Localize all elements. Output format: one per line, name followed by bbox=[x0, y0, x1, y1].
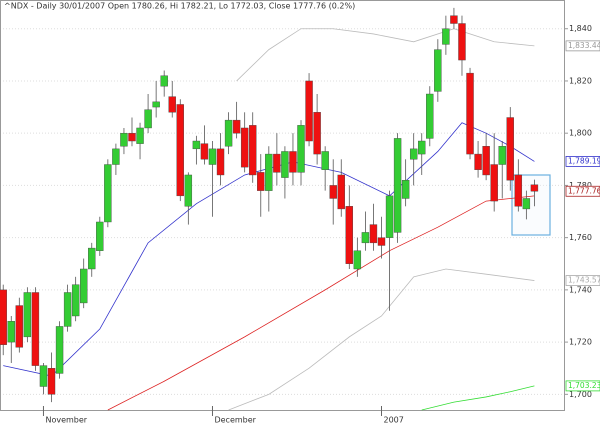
candle-body bbox=[208, 148, 217, 165]
candle-body bbox=[184, 174, 193, 207]
y-tick-label: 1,740 bbox=[569, 285, 592, 294]
candle-body bbox=[31, 292, 40, 366]
candle-body bbox=[506, 117, 514, 181]
candle-body bbox=[289, 151, 297, 173]
price-label-box bbox=[565, 185, 600, 197]
candle-body bbox=[144, 109, 152, 129]
candle-body bbox=[200, 143, 209, 160]
candle-body bbox=[418, 140, 426, 155]
candle-body bbox=[361, 232, 370, 244]
candle-body bbox=[232, 119, 241, 134]
y-tick-label: 1,780 bbox=[569, 181, 592, 190]
candle-body bbox=[466, 72, 474, 155]
candle-body bbox=[160, 75, 168, 87]
candle-body bbox=[128, 132, 136, 142]
candle-body bbox=[401, 179, 410, 199]
candle-body bbox=[0, 289, 7, 345]
candle-body bbox=[345, 206, 354, 264]
candle-body bbox=[80, 268, 88, 304]
indicator-line bbox=[236, 28, 535, 82]
candle-body bbox=[265, 153, 273, 191]
indicator-line bbox=[3, 122, 535, 377]
y-tick-label: 1,820 bbox=[569, 76, 592, 85]
price-label: 1,833.44 bbox=[568, 41, 600, 50]
candle-body bbox=[192, 140, 201, 150]
price-label: 1,703.23 bbox=[568, 381, 600, 390]
candle-body bbox=[329, 185, 337, 199]
x-tick-label: December bbox=[214, 416, 256, 425]
candle-body bbox=[39, 365, 48, 387]
candle-body bbox=[297, 125, 305, 173]
y-tick-label: 1,720 bbox=[569, 338, 592, 347]
candle-body bbox=[23, 292, 32, 338]
candle-body bbox=[216, 148, 225, 176]
plot-frame bbox=[0, 0, 565, 411]
candle-body bbox=[136, 127, 144, 144]
candle-body bbox=[353, 250, 362, 270]
indicator-line bbox=[107, 195, 535, 411]
candle-body bbox=[55, 326, 64, 374]
candle-body bbox=[385, 195, 394, 238]
candle-body bbox=[88, 247, 96, 270]
candle-body bbox=[530, 184, 539, 192]
chart-title: ^NDX - Daily 30/01/2007 Open 1780.26, Hi… bbox=[4, 2, 355, 11]
price-label: 1,777.76 bbox=[568, 186, 600, 195]
y-tick-label: 1,800 bbox=[569, 129, 592, 138]
candle-body bbox=[273, 153, 281, 173]
candle-body bbox=[257, 172, 265, 191]
candle-body bbox=[96, 221, 104, 251]
candle-body bbox=[490, 164, 498, 202]
x-tick-label: November bbox=[45, 416, 87, 425]
candle-body bbox=[313, 112, 321, 155]
candle-body bbox=[240, 127, 249, 168]
price-label: 1,743.57 bbox=[568, 276, 600, 285]
indicator-line bbox=[421, 385, 535, 411]
candle-body bbox=[514, 174, 523, 207]
candle-body bbox=[442, 28, 450, 45]
price-label: 1,789.19 bbox=[568, 156, 600, 165]
candle-body bbox=[498, 146, 506, 165]
indicator-line bbox=[228, 268, 535, 411]
candle-body bbox=[120, 132, 128, 147]
candle-body bbox=[112, 148, 120, 165]
candle-body bbox=[321, 151, 329, 170]
y-tick-label: 1,840 bbox=[569, 24, 592, 33]
x-tick-label: 2007 bbox=[383, 416, 403, 425]
y-tick-label: 1,700 bbox=[569, 390, 592, 399]
candle-body bbox=[47, 368, 56, 395]
price-label-box bbox=[565, 275, 600, 286]
candle-body bbox=[426, 93, 434, 139]
candle-body bbox=[176, 104, 184, 197]
candle-body bbox=[305, 80, 313, 142]
candle-body bbox=[450, 15, 458, 24]
candle-body bbox=[369, 224, 378, 244]
candle-body bbox=[71, 284, 80, 317]
candle-body bbox=[474, 153, 482, 170]
candle-body bbox=[63, 292, 72, 327]
candle-body bbox=[104, 164, 112, 223]
y-tick-label: 1,760 bbox=[569, 233, 592, 242]
candle-body bbox=[281, 151, 289, 178]
candle-body bbox=[7, 321, 15, 343]
candle-body bbox=[482, 146, 490, 176]
candle-body bbox=[249, 125, 257, 176]
candle-body bbox=[15, 305, 24, 348]
candle-body bbox=[458, 23, 466, 61]
price-label-box bbox=[565, 40, 600, 52]
price-label-box bbox=[565, 156, 600, 167]
candle-body bbox=[393, 138, 402, 233]
candle-body bbox=[434, 49, 442, 92]
candle-body bbox=[377, 237, 386, 246]
candle-body bbox=[224, 119, 233, 147]
candle-body bbox=[409, 148, 418, 160]
price-label-box bbox=[565, 380, 600, 392]
candle-body bbox=[337, 174, 345, 210]
candle-body bbox=[522, 198, 531, 210]
candle-body bbox=[168, 96, 176, 113]
candle-body bbox=[152, 101, 160, 108]
